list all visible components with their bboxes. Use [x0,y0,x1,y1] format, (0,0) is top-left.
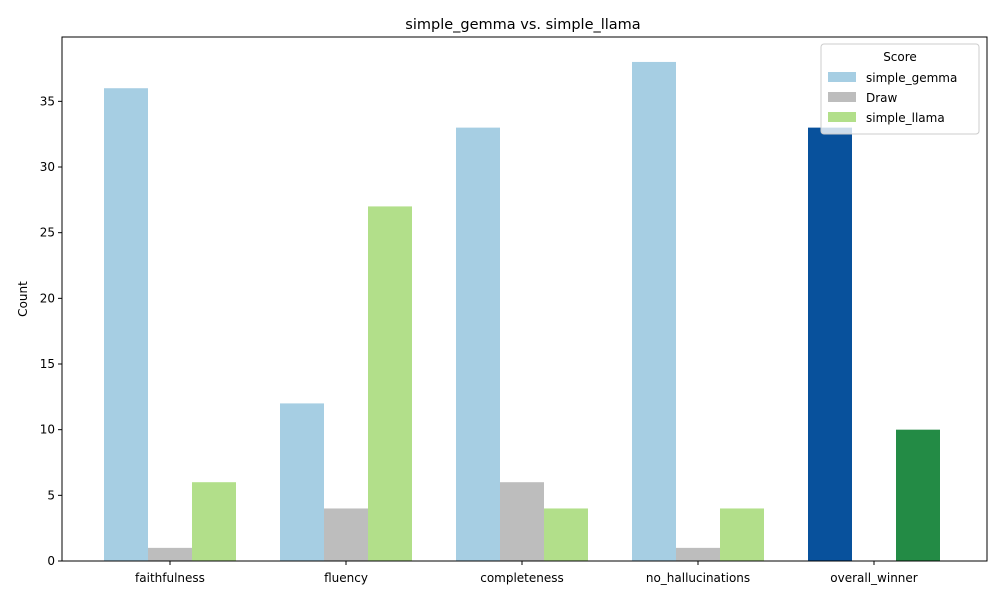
legend: Score simple_gemma Draw simple_llama [820,43,980,135]
legend-label-simple_llama: simple_llama [866,111,945,125]
x-tick-label-completeness: completeness [480,571,564,585]
y-tick-label: 30 [40,160,55,174]
bar-faithfulness-simple_llama [192,482,236,561]
x-tick-label-fluency: fluency [324,571,368,585]
legend-swatch-simple_llama [828,112,856,122]
x-tick-label-overall_winner: overall_winner [830,571,918,585]
plot-frame [61,36,988,562]
legend-swatch-Draw [828,92,856,102]
bar-completeness-simple_llama [544,508,588,561]
legend-title: Score [883,50,917,64]
y-tick-label: 25 [40,226,55,240]
bar-no_hallucinations-simple_gemma [632,61,676,561]
bar-faithfulness-Draw [148,547,192,561]
bar-faithfulness-simple_gemma [104,88,148,561]
y-tick-label: 20 [40,291,55,305]
bar-no_hallucinations-Draw [676,547,720,561]
legend-label-simple_gemma: simple_gemma [866,71,957,85]
y-tick-label: 5 [47,488,55,502]
bar-fluency-simple_llama [368,206,412,561]
bar-overall_winner-simple_llama [896,429,940,561]
x-ticks-group: faithfulness fluency completeness no_halluc… [135,561,918,585]
bar-fluency-simple_gemma [280,403,324,561]
bar-fluency-Draw [324,508,368,561]
bar-overall_winner-simple_gemma [808,127,852,562]
bar-no_hallucinations-simple_llama [720,508,764,561]
chart-title: simple_gemma vs. simple_llama [405,17,640,33]
bar-completeness-simple_gemma [456,127,500,562]
y-axis-label: Count [16,281,30,317]
legend-label-Draw: Draw [866,91,898,105]
x-tick-label-no_hallucinations: no_hallucinations [646,571,750,585]
y-ticks-group: 0 5 10 15 20 25 30 35 [40,94,62,568]
y-tick-label: 10 [40,423,55,437]
x-tick-label-faithfulness: faithfulness [135,571,205,585]
legend-swatch-simple_gemma [828,72,856,82]
y-tick-label: 35 [40,94,55,108]
legend-frame [820,43,980,135]
y-tick-label: 0 [47,554,55,568]
y-tick-label: 15 [40,357,55,371]
bar-completeness-Draw [500,482,544,561]
bars-group [104,61,940,562]
